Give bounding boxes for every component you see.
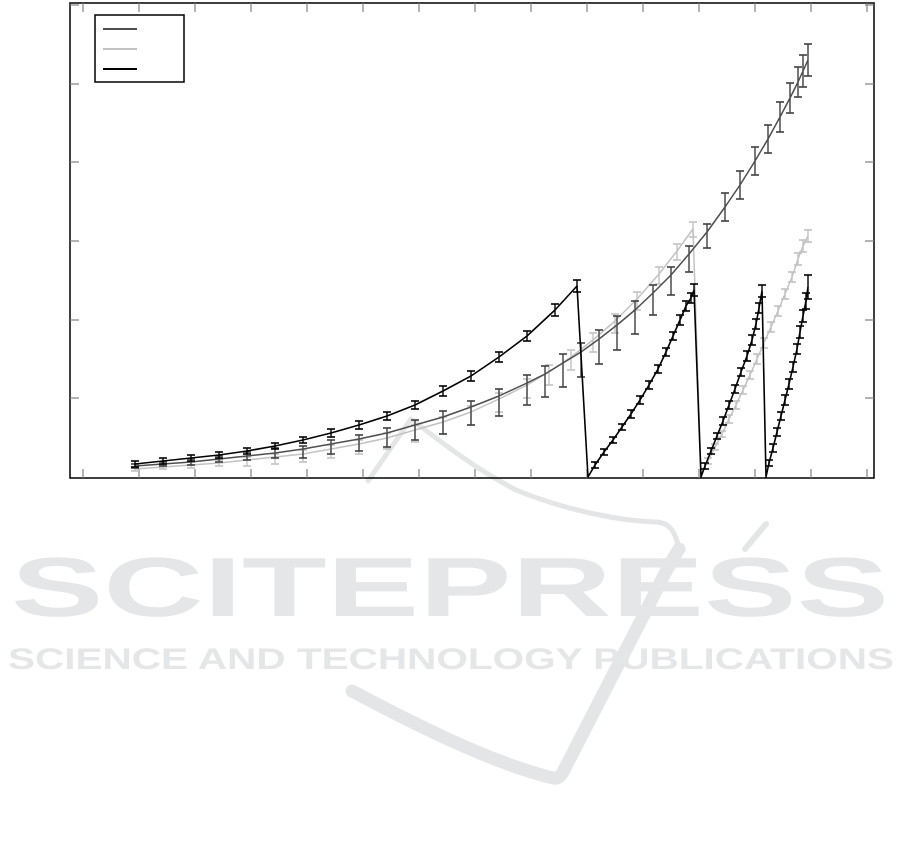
series-line-dark-gray-curve xyxy=(134,59,809,467)
legend xyxy=(94,14,185,83)
watermark-swoosh-path xyxy=(345,542,686,785)
watermark-title-text: SCITEPRESS xyxy=(11,540,889,634)
watermark-swoosh-path xyxy=(365,416,682,552)
plot-series xyxy=(131,43,812,478)
watermark-swoosh-path xyxy=(742,521,769,552)
series-light-gray-sawtooth xyxy=(131,221,812,475)
watermark-subtitle-text: SCIENCE AND TECHNOLOGY PUBLICATIONS xyxy=(8,643,894,676)
series-dark-gray-curve xyxy=(131,43,812,469)
series-line-light-gray-sawtooth xyxy=(134,228,809,475)
series-line-black-sawtooth xyxy=(134,285,809,478)
series-black-sawtooth xyxy=(131,274,812,478)
watermark-swoosh-graphic xyxy=(345,416,769,785)
watermark: SCITEPRESS SCIENCE AND TECHNOLOGY PUBLIC… xyxy=(8,416,894,785)
